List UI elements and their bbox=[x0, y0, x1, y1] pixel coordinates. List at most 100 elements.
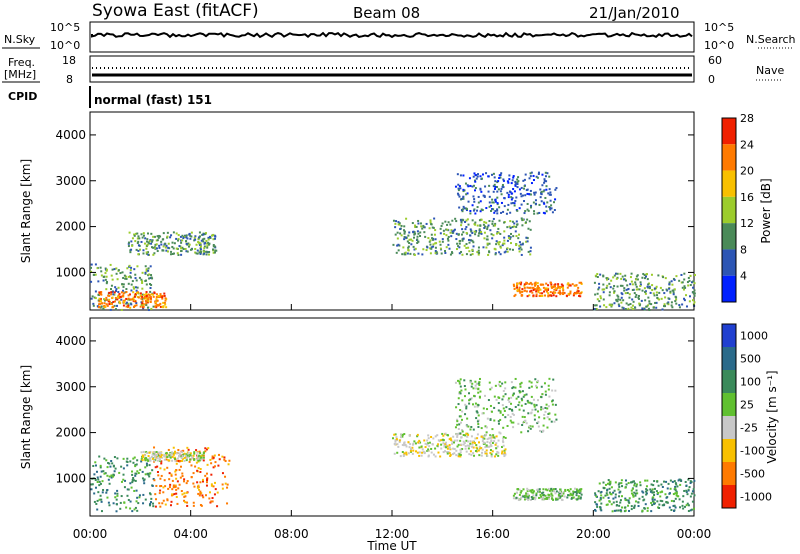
data-cell bbox=[110, 476, 113, 479]
data-cell bbox=[123, 274, 126, 277]
data-cell bbox=[431, 238, 434, 241]
data-cell bbox=[538, 294, 541, 297]
data-cell bbox=[468, 250, 471, 253]
data-cell bbox=[488, 242, 491, 245]
data-cell bbox=[516, 286, 519, 289]
data-cell bbox=[405, 445, 408, 448]
data-cell bbox=[674, 487, 677, 490]
data-cell bbox=[602, 481, 605, 484]
data-cell bbox=[94, 263, 97, 266]
data-cell bbox=[446, 452, 449, 455]
data-cell bbox=[458, 206, 461, 209]
data-cell bbox=[688, 295, 691, 298]
data-cell bbox=[512, 175, 515, 178]
data-cell bbox=[595, 495, 598, 498]
data-cell bbox=[645, 492, 648, 495]
data-cell bbox=[511, 179, 514, 182]
data-cell bbox=[475, 444, 478, 447]
data-cell bbox=[473, 208, 476, 211]
data-cell bbox=[551, 489, 554, 492]
data-cell bbox=[171, 459, 174, 462]
data-cell bbox=[468, 453, 471, 456]
data-cell bbox=[523, 184, 526, 187]
data-cell bbox=[211, 234, 214, 237]
data-cell bbox=[114, 467, 117, 470]
data-cell bbox=[498, 431, 501, 434]
data-cell bbox=[153, 479, 156, 482]
data-cell bbox=[180, 451, 183, 454]
data-cell bbox=[470, 397, 473, 400]
data-cell bbox=[158, 454, 161, 457]
data-cell bbox=[137, 292, 140, 295]
data-cell bbox=[224, 475, 227, 478]
data-cell bbox=[448, 444, 451, 447]
data-cell bbox=[638, 288, 641, 291]
data-cell bbox=[135, 463, 138, 466]
data-cell bbox=[489, 204, 492, 207]
data-cell bbox=[160, 451, 163, 454]
data-cell bbox=[684, 480, 687, 483]
data-cell bbox=[175, 232, 178, 235]
data-cell bbox=[451, 230, 454, 233]
data-cell bbox=[478, 228, 481, 231]
data-cell bbox=[144, 459, 147, 462]
data-cell bbox=[636, 274, 639, 277]
colorbar-tick-label: 12 bbox=[740, 217, 754, 230]
data-cell bbox=[120, 298, 123, 301]
data-cell bbox=[202, 459, 205, 462]
data-cell bbox=[114, 496, 117, 499]
data-cell bbox=[516, 181, 519, 184]
colorbar-tick-label: 25 bbox=[740, 399, 754, 412]
data-cell bbox=[499, 418, 502, 421]
data-cell bbox=[93, 500, 96, 503]
data-cell bbox=[178, 454, 181, 457]
data-cell bbox=[629, 276, 632, 279]
data-cell bbox=[529, 498, 532, 501]
data-cell bbox=[656, 294, 659, 297]
data-cell bbox=[166, 235, 169, 238]
data-cell bbox=[650, 273, 653, 276]
data-cell bbox=[514, 405, 517, 408]
data-cell bbox=[108, 475, 111, 478]
data-cell bbox=[529, 290, 532, 293]
data-cell bbox=[93, 296, 96, 299]
data-cell bbox=[465, 246, 468, 249]
data-cell bbox=[522, 488, 525, 491]
data-cell bbox=[158, 502, 161, 505]
data-cell bbox=[145, 252, 148, 255]
data-cell bbox=[608, 303, 611, 306]
data-cell bbox=[536, 287, 539, 290]
data-cell bbox=[141, 281, 144, 284]
data-cell bbox=[651, 284, 654, 287]
data-cell bbox=[552, 378, 555, 381]
data-cell bbox=[405, 217, 408, 220]
data-cell bbox=[559, 495, 562, 498]
data-cell bbox=[576, 498, 579, 501]
data-cell bbox=[212, 251, 215, 254]
data-cell bbox=[198, 235, 201, 238]
data-cell bbox=[596, 292, 599, 295]
data-cell bbox=[171, 493, 174, 496]
data-cell bbox=[221, 483, 224, 486]
data-cell bbox=[510, 402, 513, 405]
data-cell bbox=[627, 499, 630, 502]
data-cell bbox=[641, 307, 644, 310]
data-cell bbox=[625, 288, 628, 291]
data-cell bbox=[533, 282, 536, 285]
data-cell bbox=[525, 189, 528, 192]
data-cell bbox=[171, 453, 174, 456]
data-cell bbox=[149, 295, 152, 298]
data-cell bbox=[463, 244, 466, 247]
data-cell bbox=[160, 474, 163, 477]
data-cell bbox=[501, 413, 504, 416]
data-cell bbox=[484, 451, 487, 454]
data-cell bbox=[140, 301, 143, 304]
data-cell bbox=[399, 232, 402, 235]
data-cell bbox=[537, 171, 540, 174]
data-cell bbox=[144, 265, 147, 268]
data-cell bbox=[199, 503, 202, 506]
data-cell bbox=[163, 453, 166, 456]
data-cell bbox=[603, 487, 606, 490]
data-cell bbox=[510, 242, 513, 245]
data-cell bbox=[125, 290, 128, 293]
